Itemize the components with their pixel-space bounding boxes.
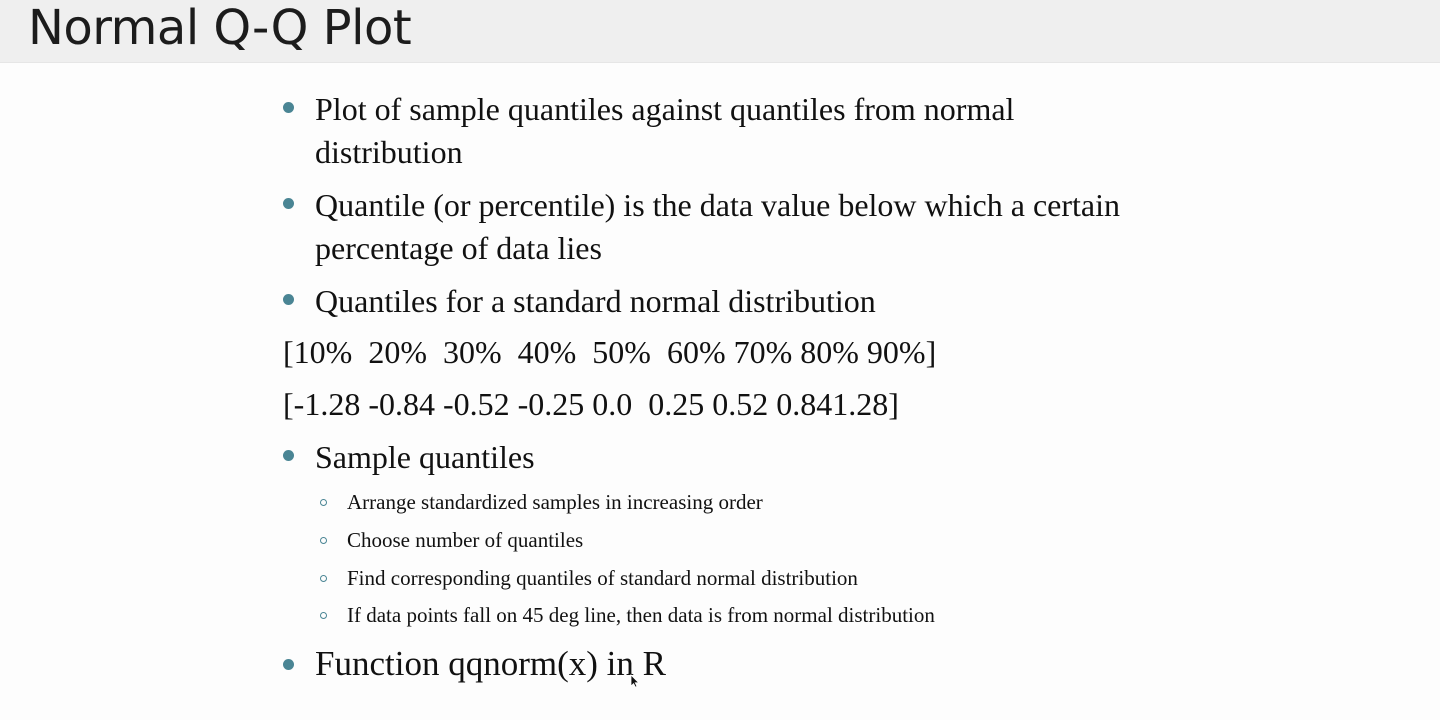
filled-circle-icon	[283, 102, 294, 113]
filled-circle-icon	[283, 450, 294, 461]
filled-circle-icon	[283, 198, 294, 209]
sub-bullet-item: Find corresponding quantiles of standard…	[320, 564, 858, 592]
filled-circle-icon	[283, 659, 294, 670]
hollow-circle-icon	[320, 537, 327, 544]
bullet-item: Function qqnorm(x) in R	[283, 642, 1135, 685]
quantile-values-list: [-1.28 -0.84 -0.52 -0.25 0.0 0.25 0.52 0…	[283, 386, 899, 422]
sub-bullet-text: Find corresponding quantiles of standard…	[347, 566, 858, 590]
hollow-circle-icon	[320, 575, 327, 582]
title-bar: Normal Q-Q Plot	[0, 0, 1440, 63]
sub-bullet-item: Choose number of quantiles	[320, 526, 584, 554]
bullet-text: Quantile (or percentile) is the data val…	[315, 187, 1120, 266]
bullet-text: Function qqnorm(x) in R	[315, 644, 666, 683]
bullet-text: Plot of sample quantiles against quantil…	[315, 91, 1015, 170]
sub-bullet-item: Arrange standardized samples in increasi…	[320, 488, 763, 516]
slide-title: Normal Q-Q Plot	[28, 0, 412, 56]
sub-bullet-text: Choose number of quantiles	[347, 528, 584, 552]
bullet-item: Plot of sample quantiles against quantil…	[283, 88, 1135, 174]
percent-list: [10% 20% 30% 40% 50% 60% 70% 80% 90%]	[283, 334, 937, 370]
sub-bullet-text: Arrange standardized samples in increasi…	[347, 490, 763, 514]
filled-circle-icon	[283, 294, 294, 305]
sub-bullet-item: If data points fall on 45 deg line, then…	[320, 601, 935, 629]
bullet-item: Quantiles for a standard normal distribu…	[283, 280, 1135, 323]
bullet-item: Sample quantiles	[283, 436, 1135, 479]
bullet-text: Quantiles for a standard normal distribu…	[315, 283, 876, 319]
bullet-item: Quantile (or percentile) is the data val…	[283, 184, 1135, 270]
hollow-circle-icon	[320, 612, 327, 619]
sub-bullet-text: If data points fall on 45 deg line, then…	[347, 603, 935, 627]
hollow-circle-icon	[320, 499, 327, 506]
mouse-pointer-icon	[630, 674, 640, 688]
bullet-text: Sample quantiles	[315, 439, 535, 475]
